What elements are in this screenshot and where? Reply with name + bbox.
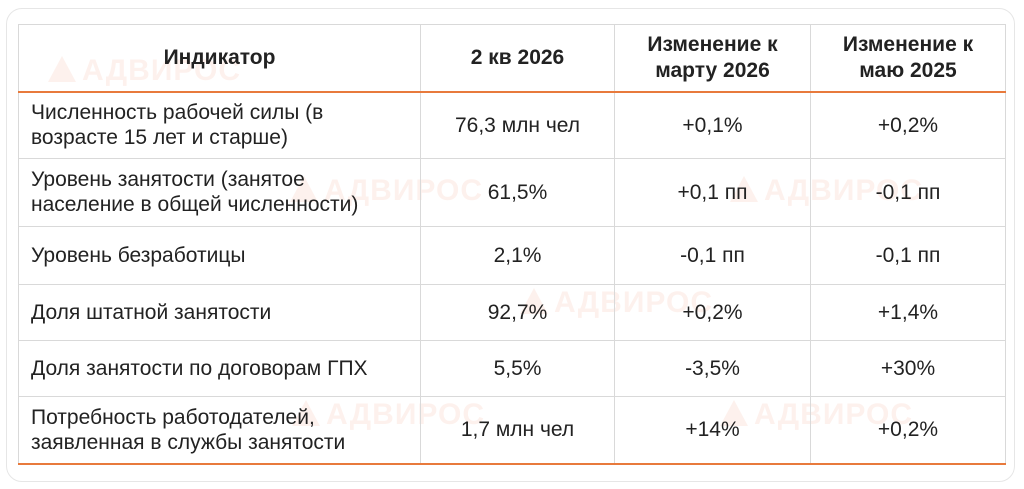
value-cell: 1,7 млн чел <box>420 396 615 465</box>
indicator-cell: Численность рабочей силы (в возрасте 15 … <box>18 92 421 159</box>
table-row: Потребность работодателей, заявленная в … <box>18 396 1006 465</box>
header-change-may-2025: Изменение к маю 2025 <box>810 24 1006 93</box>
header-change-march-2026: Изменение к марту 2026 <box>614 24 811 93</box>
value-cell: 2,1% <box>420 226 615 285</box>
table-row: Доля занятости по договорам ГПХ 5,5% -3,… <box>18 340 1006 397</box>
change-may-cell: +1,4% <box>810 284 1006 341</box>
indicator-cell: Потребность работодателей, заявленная в … <box>18 396 421 465</box>
change-may-cell: -0,1 пп <box>810 158 1006 227</box>
change-may-cell: -0,1 пп <box>810 226 1006 285</box>
table-row: Численность рабочей силы (в возрасте 15 … <box>18 92 1006 159</box>
table-row: Доля штатной занятости 92,7% +0,2% +1,4% <box>18 284 1006 341</box>
table-row: Уровень занятости (занятое население в о… <box>18 158 1006 227</box>
change-march-cell: +0,1 пп <box>614 158 811 227</box>
change-march-cell: +14% <box>614 396 811 465</box>
value-cell: 61,5% <box>420 158 615 227</box>
value-cell: 92,7% <box>420 284 615 341</box>
header-q2-2026: 2 кв 2026 <box>420 24 615 93</box>
indicator-cell: Уровень безработицы <box>18 226 421 285</box>
header-indicator: Индикатор <box>18 24 421 93</box>
value-cell: 5,5% <box>420 340 615 397</box>
change-march-cell: +0,1% <box>614 92 811 159</box>
change-march-cell: +0,2% <box>614 284 811 341</box>
indicator-cell: Уровень занятости (занятое население в о… <box>18 158 421 227</box>
table-row: Уровень безработицы 2,1% -0,1 пп -0,1 пп <box>18 226 1006 285</box>
value-cell: 76,3 млн чел <box>420 92 615 159</box>
indicator-cell: Доля штатной занятости <box>18 284 421 341</box>
labor-market-table: Индикатор 2 кв 2026 Изменение к марту 20… <box>18 24 1006 465</box>
table-header-row: Индикатор 2 кв 2026 Изменение к марту 20… <box>18 24 1006 93</box>
indicator-cell: Доля занятости по договорам ГПХ <box>18 340 421 397</box>
change-march-cell: -3,5% <box>614 340 811 397</box>
change-march-cell: -0,1 пп <box>614 226 811 285</box>
change-may-cell: +30% <box>810 340 1006 397</box>
change-may-cell: +0,2% <box>810 396 1006 465</box>
change-may-cell: +0,2% <box>810 92 1006 159</box>
